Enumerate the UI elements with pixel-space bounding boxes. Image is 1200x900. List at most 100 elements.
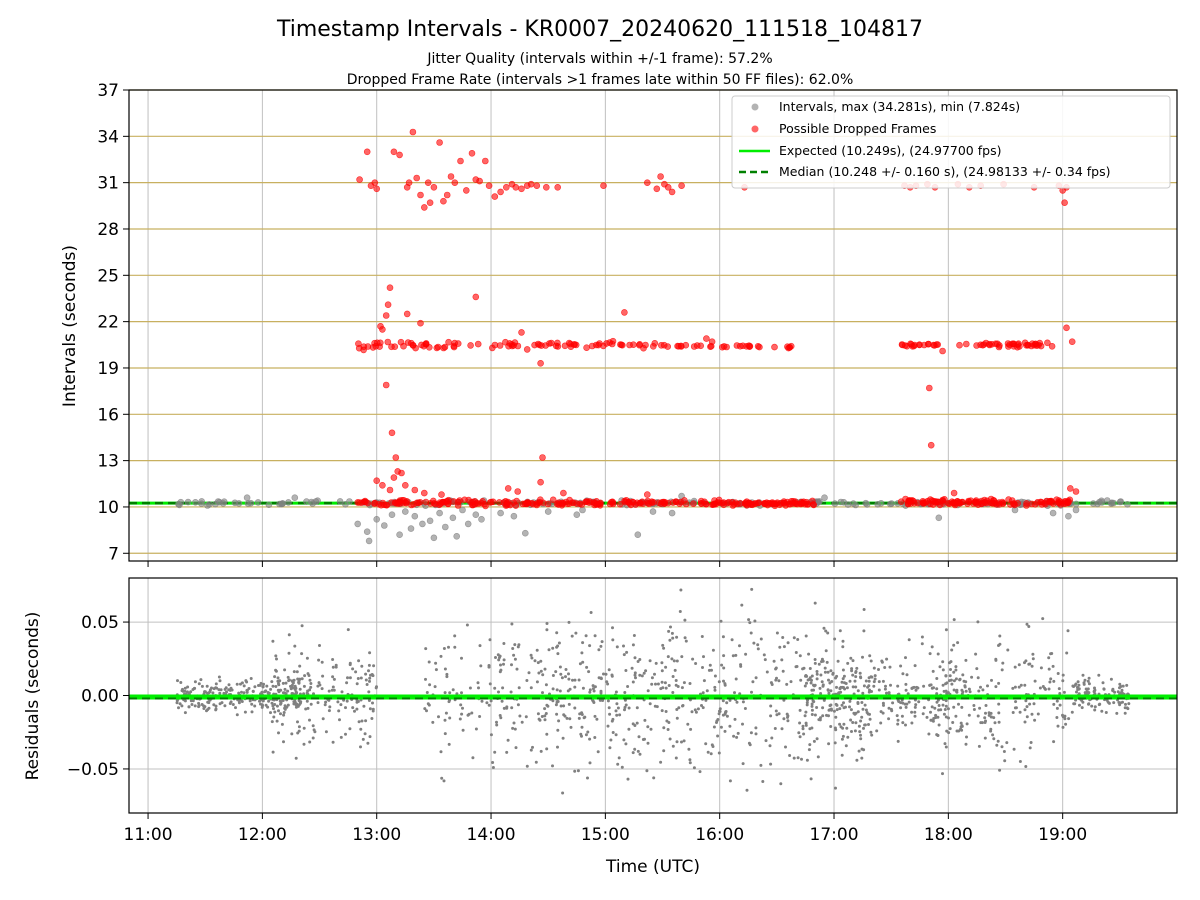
residual-point	[744, 652, 748, 656]
residual-point	[774, 678, 778, 682]
residual-point	[509, 690, 513, 694]
residual-point	[889, 707, 893, 711]
residual-point	[544, 712, 548, 715]
dropped-frame-point	[447, 173, 455, 180]
residual-point	[275, 704, 279, 708]
residual-point	[705, 689, 709, 693]
residual-point	[805, 703, 809, 707]
residual-point	[247, 687, 251, 690]
residual-point	[611, 638, 615, 642]
residual-point	[588, 737, 592, 741]
dropped-frame-point	[392, 454, 400, 461]
residual-point	[991, 733, 995, 737]
residual-point	[191, 699, 195, 703]
residual-point	[1055, 699, 1059, 703]
residual-point	[694, 710, 698, 714]
interval-point	[668, 509, 676, 517]
residual-point	[895, 714, 899, 718]
residual-point	[355, 682, 359, 686]
residual-point	[704, 742, 708, 746]
residual-point	[964, 689, 968, 693]
residual-point	[643, 718, 647, 722]
residual-point	[593, 685, 597, 689]
dropped-frame-point	[514, 488, 522, 495]
residual-point	[556, 745, 559, 749]
dropped-frame-point	[468, 150, 476, 157]
residual-point	[261, 699, 265, 703]
residual-point	[810, 704, 814, 708]
residual-point	[778, 645, 782, 649]
residual-point	[297, 703, 301, 707]
residual-point	[896, 684, 900, 688]
residual-point	[1093, 708, 1097, 712]
residual-point	[671, 744, 675, 748]
residual-point	[813, 658, 817, 661]
residual-point	[883, 666, 887, 669]
residual-point	[365, 683, 369, 686]
residual-point	[558, 689, 562, 693]
residual-point	[295, 670, 299, 674]
residual-point	[829, 725, 833, 728]
residual-point	[606, 682, 610, 686]
residual-point	[899, 664, 903, 668]
dropped-frame-point	[518, 329, 525, 336]
residual-point	[599, 644, 603, 648]
interval-point	[579, 506, 586, 514]
residual-point	[431, 720, 435, 724]
residual-point	[733, 691, 736, 695]
residual-point	[588, 644, 592, 648]
residual-point	[599, 689, 603, 693]
residual-point	[439, 654, 443, 658]
residual-point	[848, 699, 852, 703]
residual-point	[1014, 700, 1018, 704]
dropped-frame-point	[703, 335, 710, 342]
dropped-frame-point	[621, 309, 628, 316]
residual-point	[712, 725, 716, 729]
residual-point	[633, 673, 637, 677]
residual-point	[1118, 682, 1122, 686]
residual-point	[1087, 682, 1091, 686]
residual-point	[765, 670, 769, 674]
residual-point	[841, 734, 845, 738]
interval-point	[472, 511, 480, 519]
dropped-frame-point	[362, 498, 369, 506]
residual-point	[293, 687, 297, 691]
residual-point	[780, 658, 784, 662]
dropped-frame-point	[682, 341, 690, 349]
residual-point	[850, 730, 853, 733]
residual-point	[287, 633, 291, 637]
residual-point	[447, 645, 450, 649]
residual-point	[667, 629, 671, 633]
residual-point	[1013, 665, 1017, 669]
residual-point	[980, 721, 984, 725]
residual-point	[845, 726, 849, 730]
residual-point	[768, 744, 772, 748]
residual-point	[802, 732, 806, 736]
residual-point	[1123, 711, 1127, 715]
residual-point	[734, 677, 738, 681]
residual-point	[304, 707, 308, 711]
dropped-frame-point	[1050, 500, 1057, 507]
residual-point	[1012, 747, 1016, 751]
residual-point	[286, 703, 290, 707]
residual-point	[534, 760, 538, 764]
residual-point	[364, 672, 368, 676]
residual-point	[357, 659, 361, 663]
residual-point	[186, 685, 190, 689]
residual-point	[998, 768, 1002, 772]
residual-point	[272, 715, 276, 719]
residual-point	[948, 661, 951, 665]
legend-marker-dropped	[751, 125, 759, 133]
residual-point	[510, 706, 514, 710]
dropped-frame-point	[388, 429, 396, 437]
residual-point	[337, 709, 341, 713]
residual-point	[994, 657, 998, 661]
residual-point	[596, 750, 600, 754]
residual-point	[363, 732, 367, 736]
dropped-frame-point	[409, 128, 417, 136]
residual-point	[782, 645, 786, 649]
dropped-frame-point	[903, 342, 911, 350]
dropped-frame-point	[552, 342, 560, 350]
residual-point	[617, 756, 621, 760]
residual-point	[959, 725, 963, 729]
